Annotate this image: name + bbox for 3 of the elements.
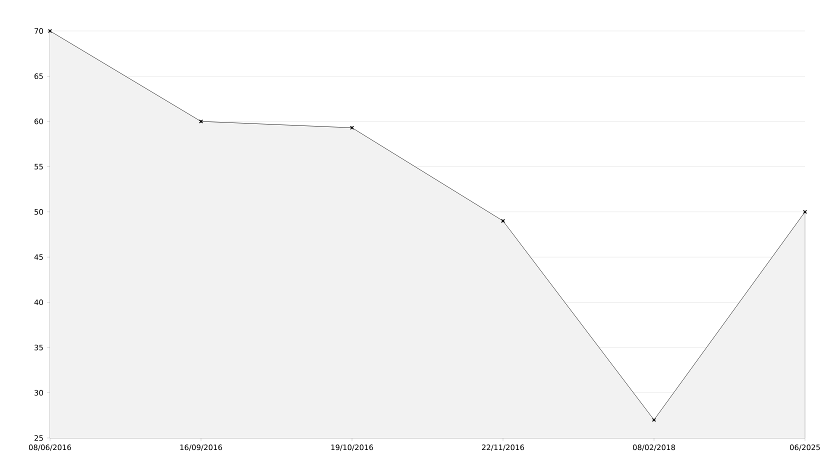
point — [652, 418, 656, 422]
point — [198, 119, 204, 124]
point — [500, 218, 506, 223]
